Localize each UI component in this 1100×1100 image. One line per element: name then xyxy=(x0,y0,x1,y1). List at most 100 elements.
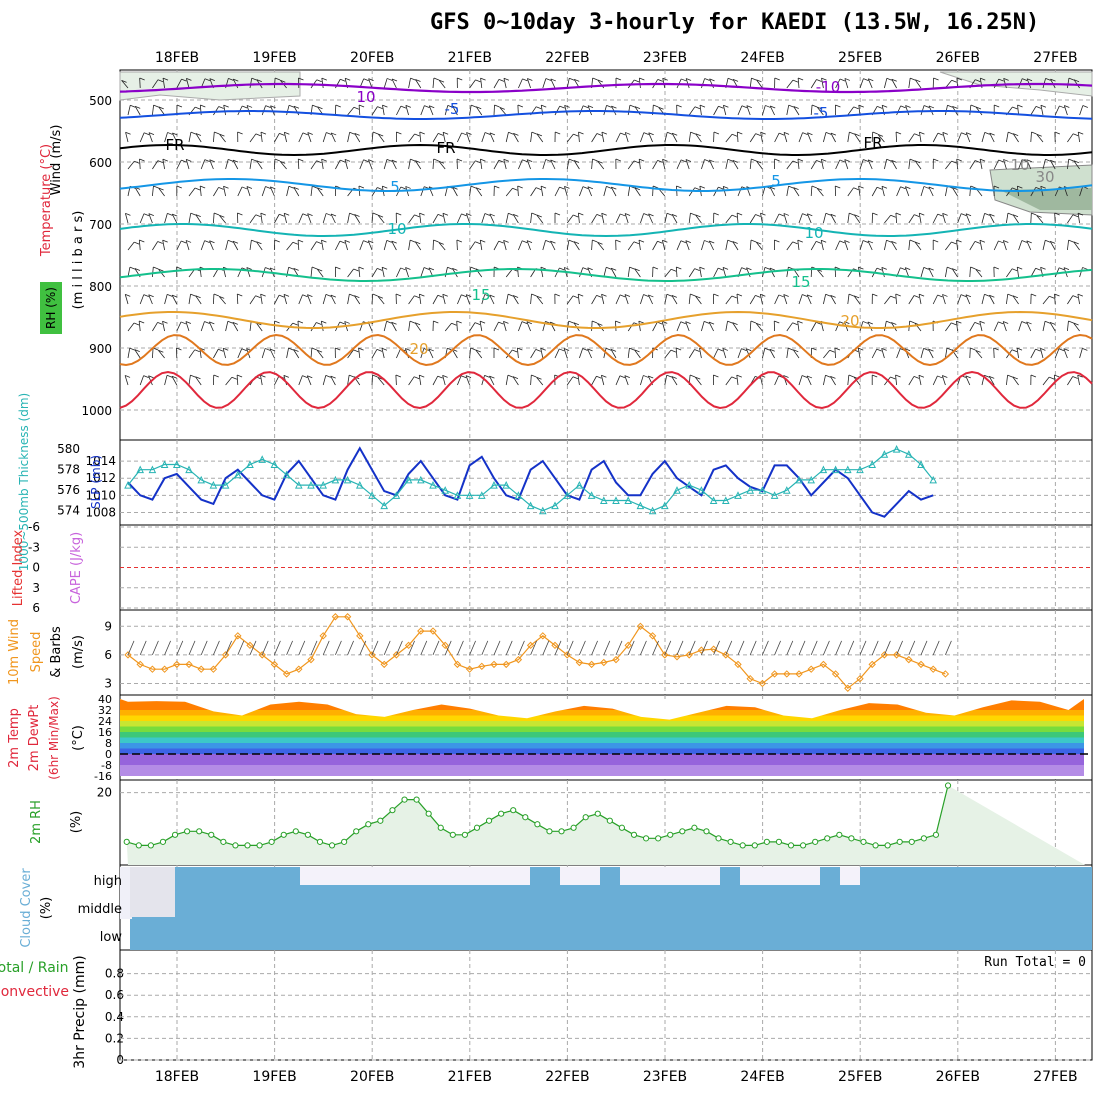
wind10-marker xyxy=(831,670,840,678)
wind-barb-flag xyxy=(979,320,985,324)
wind-barb-flag xyxy=(133,322,140,326)
wind10-barb xyxy=(176,640,184,656)
wind-barb xyxy=(489,375,495,386)
wind-barb xyxy=(965,294,971,305)
wind-barb xyxy=(844,78,849,89)
wind-barb-flag xyxy=(605,347,612,351)
wind-barb-flag xyxy=(316,322,322,325)
wind-barb xyxy=(786,105,790,116)
wind-barb xyxy=(600,375,605,386)
wind-barb-flag xyxy=(606,105,612,108)
wind-barb xyxy=(1017,105,1019,116)
wind-barb xyxy=(283,213,287,224)
wind-barb-flag xyxy=(223,347,229,351)
wind-barb xyxy=(979,240,983,251)
wind-barb-flag xyxy=(774,77,780,81)
thickness-marker xyxy=(404,475,413,484)
wind-barb xyxy=(335,159,341,170)
wind-barb xyxy=(755,322,763,332)
wind-barb xyxy=(518,321,523,332)
wind-barb xyxy=(195,295,202,305)
wind10-barb xyxy=(335,640,342,656)
thickness-marker xyxy=(416,475,425,484)
wind-barb xyxy=(377,133,385,143)
wind-barb-flag xyxy=(293,268,299,271)
wind-barb xyxy=(806,294,812,305)
wind-barb-flag xyxy=(699,185,705,189)
temp-band xyxy=(120,748,1084,754)
wind10-barb xyxy=(249,640,257,656)
wind10-barb xyxy=(213,640,220,656)
wind-barb xyxy=(1036,133,1044,143)
wind-barb-flag xyxy=(699,266,705,270)
wind-barb xyxy=(908,240,911,251)
wind-barb-flag xyxy=(961,132,967,136)
upper-ylabel-mb: (m i l l i b a r s) xyxy=(71,211,86,310)
wind-barb-flag xyxy=(774,158,780,162)
temp2m-ylabel-2: 2m DewPt xyxy=(27,705,42,772)
wind-barb xyxy=(830,295,836,305)
wind-barb xyxy=(798,213,803,224)
contour-label: -5 xyxy=(814,104,829,122)
wind-barb xyxy=(432,78,435,89)
wind-barb xyxy=(988,376,995,386)
wind-barb xyxy=(701,240,705,251)
wind-barb-flag xyxy=(391,78,398,82)
wind-barb-flag xyxy=(951,241,957,245)
wind-barb xyxy=(432,158,435,170)
wind-barb-flag xyxy=(979,239,986,243)
wind-barb xyxy=(249,159,252,170)
wind-barb-flag xyxy=(746,348,752,352)
thickness-marker xyxy=(929,475,938,484)
upper-ylabel-wind: Wind (m/s) xyxy=(49,125,64,196)
wind-barb xyxy=(786,186,789,197)
wind-barb-flag xyxy=(470,347,476,351)
wind-barb xyxy=(452,187,458,197)
wind-barb xyxy=(615,294,621,305)
wind-barb-flag xyxy=(676,104,682,108)
wind-barb xyxy=(396,105,402,116)
wind-barb xyxy=(442,375,446,386)
wind-barb-flag xyxy=(452,105,458,109)
wind-barb-flag xyxy=(274,239,280,243)
wind-barb xyxy=(932,132,939,143)
wind-barb xyxy=(391,240,397,251)
wind-barb-flag xyxy=(657,240,663,244)
wind-barb-flag xyxy=(952,106,958,109)
wind-barb-flag xyxy=(723,185,729,189)
wind-barb-flag xyxy=(1026,240,1032,244)
temp2m-ytick: -16 xyxy=(94,770,112,783)
wind-barb-flag xyxy=(283,293,290,297)
wind-barb-flag xyxy=(270,105,276,109)
wind-barb-flag xyxy=(933,158,939,162)
wind-barb xyxy=(371,349,378,359)
wind-barb-flag xyxy=(363,159,369,163)
wind10-barb xyxy=(286,640,293,656)
wind-barb-flag xyxy=(835,185,841,189)
wind-barb xyxy=(536,214,544,224)
wind-barb xyxy=(316,349,324,359)
wind-barb-flag xyxy=(498,159,504,163)
wind-barb-flag xyxy=(531,293,537,297)
wind-barb-flag xyxy=(195,295,201,299)
wind-barb xyxy=(127,322,135,332)
wind-barb xyxy=(835,321,840,332)
wind-barb-flag xyxy=(470,185,477,189)
wind-barb-flag xyxy=(993,347,999,351)
wind-barb-flag xyxy=(891,78,897,82)
wind-barb-flag xyxy=(900,186,906,190)
wind-barb xyxy=(1026,321,1032,332)
wind-barb xyxy=(793,106,800,116)
wind-barb-flag xyxy=(746,267,752,271)
wind-barb-flag xyxy=(611,267,617,271)
wind-barb-flag xyxy=(325,294,332,297)
wind-barb xyxy=(456,239,458,251)
wind-barb xyxy=(615,132,621,143)
wind10-barb xyxy=(164,640,171,656)
wind-barb xyxy=(699,105,702,116)
wind-barb-flag xyxy=(993,185,1000,189)
rh2m-marker xyxy=(751,842,758,849)
wind-barb-flag xyxy=(499,106,505,110)
wind-barb-flag xyxy=(760,131,766,135)
wind10-barb xyxy=(823,640,830,656)
